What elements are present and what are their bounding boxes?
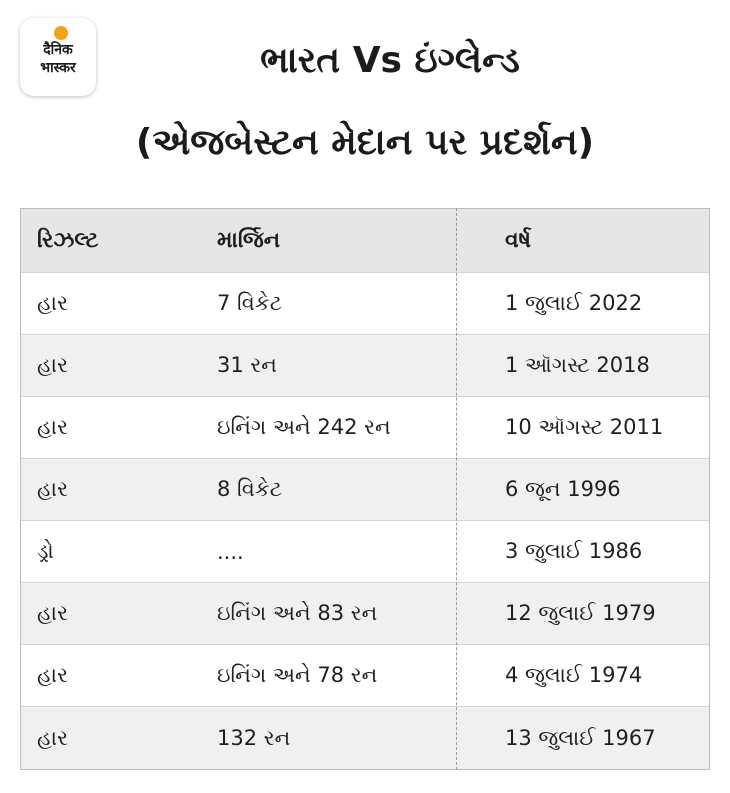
table-row: હાર ઇનિંગ અને 83 રન 12 જુલાઈ 1979 (21, 583, 709, 645)
cell-result: હાર (37, 415, 68, 439)
cell-result: હાર (37, 601, 68, 625)
cell-margin: 132 રન (217, 725, 291, 750)
cell-result: હાર (37, 291, 68, 315)
cell-margin: .... (217, 539, 244, 564)
cell-result: હાર (37, 663, 68, 687)
table-row: ડ્રો .... 3 જુલાઈ 1986 (21, 521, 709, 583)
cell-result: હાર (37, 725, 68, 750)
cell-result: ડ્રો (37, 539, 54, 563)
dainik-bhaskar-logo: दैनिक भास्कर (20, 18, 96, 96)
cell-result: હાર (37, 353, 68, 377)
page-subtitle: (એજબેસ્ટન મેદાન પર પ્રદર્શન) (135, 122, 595, 163)
table-row: હાર 8 વિકેટ 6 જૂન 1996 (21, 459, 709, 521)
table-row: હાર 132 રન 13 જુલાઈ 1967 (21, 707, 709, 769)
table-header-row: રિઝલ્ટ માર્જિન વર્ષ (21, 209, 709, 273)
cell-date: 10 ઑગસ્ટ 2011 (505, 415, 664, 439)
cell-margin: 8 વિકેટ (217, 477, 282, 501)
table-row: હાર ઇનિંગ અને 78 રન 4 જુલાઈ 1974 (21, 645, 709, 707)
cell-date: 1 જુલાઈ 2022 (505, 291, 643, 315)
cell-date: 6 જૂન 1996 (505, 477, 621, 501)
cell-date: 13 જુલાઈ 1967 (505, 725, 656, 750)
sun-icon (54, 26, 68, 40)
header-result: રિઝલ્ટ (37, 228, 99, 253)
cell-margin: ઇનિંગ અને 242 રન (217, 415, 391, 439)
cell-date: 4 જુલાઈ 1974 (505, 663, 643, 687)
cell-margin: 7 વિકેટ (217, 291, 282, 315)
table-row: હાર 31 રન 1 ઑગસ્ટ 2018 (21, 335, 709, 397)
page-title: ભારત Vs ઇંગ્લેન્ડ (260, 40, 520, 81)
table-row: હાર ઇનિંગ અને 242 રન 10 ઑગસ્ટ 2011 (21, 397, 709, 459)
cell-date: 3 જુલાઈ 1986 (505, 539, 643, 563)
cell-margin: 31 રન (217, 353, 277, 377)
cell-margin: ઇનિંગ અને 78 રન (217, 663, 378, 687)
logo-line-1: दैनिक (43, 42, 73, 58)
results-table: રિઝલ્ટ માર્જિન વર્ષ હાર 7 વિકેટ 1 જુલાઈ … (20, 208, 710, 770)
logo-line-2: भास्कर (40, 60, 76, 76)
cell-date: 1 ઑગસ્ટ 2018 (505, 353, 650, 377)
column-divider (456, 208, 457, 770)
header-year: વર્ષ (505, 228, 532, 253)
cell-result: હાર (37, 477, 68, 501)
table-row: હાર 7 વિકેટ 1 જુલાઈ 2022 (21, 273, 709, 335)
cell-date: 12 જુલાઈ 1979 (505, 601, 656, 625)
cell-margin: ઇનિંગ અને 83 રન (217, 601, 378, 625)
header-margin: માર્જિન (217, 228, 281, 253)
